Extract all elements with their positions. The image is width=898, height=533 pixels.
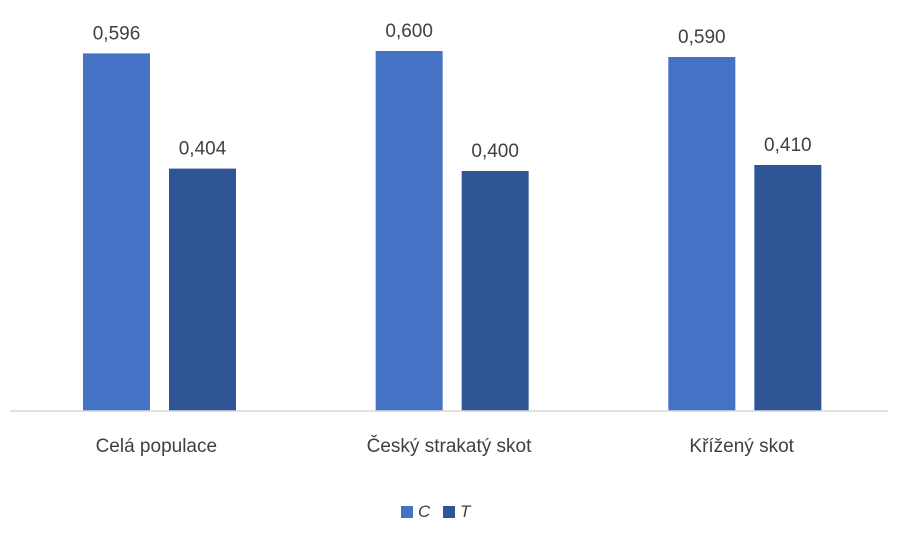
bar-T-1 <box>169 168 236 411</box>
bar-T-2 <box>461 171 529 411</box>
value-label-T-1: 0,404 <box>179 139 227 160</box>
value-labels-group: 0,596 0,404 0,600 0,400 0,590 0,410 <box>93 21 812 162</box>
legend-swatch-C <box>401 506 413 518</box>
bar-T-3 <box>754 165 822 411</box>
value-label-C-1: 0,596 <box>93 23 141 44</box>
bar-C-2 <box>375 51 443 411</box>
category-label-3: Křížený skot <box>689 436 794 457</box>
category-labels-group: Celá populace Český strakatý skot Křížený … <box>96 435 795 457</box>
value-label-T-2: 0,400 <box>471 141 519 162</box>
category-label-2: Český strakatý skot <box>367 435 532 457</box>
legend-swatch-T <box>443 506 455 518</box>
legend-label-T: T <box>460 502 472 521</box>
category-label-1: Celá populace <box>96 436 217 457</box>
bar-C-1 <box>83 53 150 412</box>
legend-label-C: C <box>418 502 431 521</box>
bars-group <box>83 51 822 412</box>
value-label-C-3: 0,590 <box>678 27 726 48</box>
value-label-T-3: 0,410 <box>764 135 812 156</box>
value-label-C-2: 0,600 <box>385 21 433 42</box>
bar-C-3 <box>668 57 736 411</box>
